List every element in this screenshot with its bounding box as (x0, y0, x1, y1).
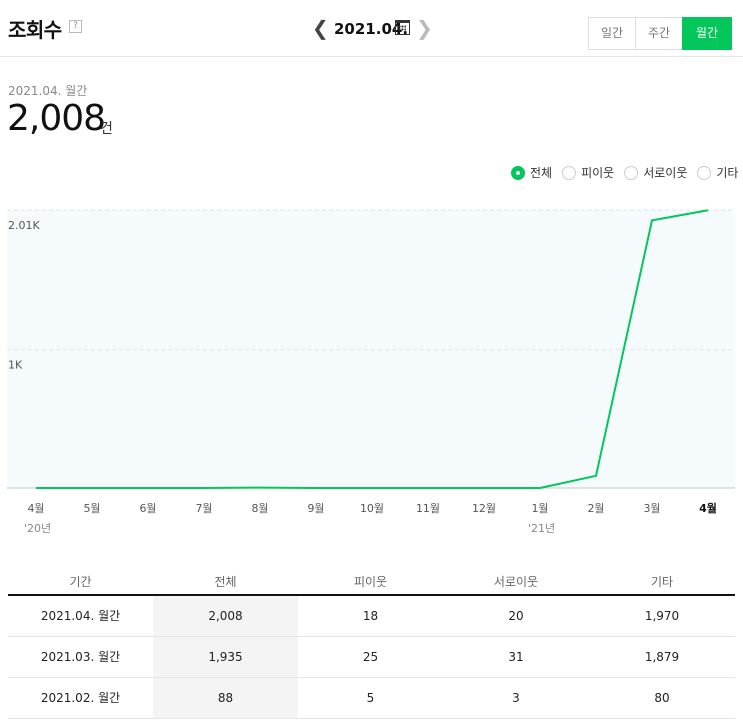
x-tick-label: 11월 (416, 502, 440, 515)
cell-other: 1,970 (644, 609, 680, 623)
series-filter: 전체 피이웃 서로이웃 기타 (511, 164, 738, 181)
x-tick-label: 3월 (643, 502, 660, 515)
y-tick-label: 1K (8, 359, 23, 372)
x-tick-label: 10월 (360, 502, 384, 515)
header-total: 전체 (214, 575, 237, 589)
summary-period-label: 2021.04. 월간 (8, 84, 88, 98)
header: 조회수 ? ❮ 2021.04. ❯ 일간 주간 월간 (0, 0, 743, 57)
x-tick-label: 1월 (531, 502, 548, 515)
x-tick-label: 6월 (139, 502, 156, 515)
filter-label: 전체 (530, 166, 553, 180)
period-tabs: 일간 주간 월간 (588, 17, 732, 50)
filter-all[interactable]: 전체 (511, 164, 552, 181)
cell-period: 2021.02. 월간 (40, 691, 121, 705)
cell-other: 1,879 (644, 650, 680, 664)
y-tick-label: 2.01K (8, 219, 40, 232)
x-tick-label: 4월 (699, 501, 717, 515)
series-line (36, 209, 709, 489)
tab-monthly[interactable]: 월간 (682, 17, 732, 50)
filter-label: 기타 (716, 166, 739, 180)
x-tick-label: 5월 (83, 502, 100, 515)
cell-mutual-neighbors: 20 (508, 609, 524, 623)
views-line-chart: 1K 2.01K 4월 5월 6월 7월 8월 9월 10월 11월 12월 1월 2월 3월 4월 '20년… (7, 209, 735, 535)
x-tick-label: 12월 (472, 502, 496, 515)
table-header: 기간 전체 피이웃 서로이웃 기타 (8, 568, 735, 596)
header-neighbors: 피이웃 (353, 575, 388, 589)
x-tick-label: 8월 (251, 502, 268, 515)
table-row: 2021.04. 월간 2,008 18 20 1,970 (8, 596, 735, 637)
x-year-label: '21년 (528, 522, 555, 535)
x-tick-label: 4월 (27, 502, 44, 515)
calendar-icon[interactable] (395, 20, 410, 35)
cell-neighbors: 25 (362, 650, 379, 664)
header-other: 기타 (650, 575, 674, 589)
cell-total: 1,935 (153, 637, 298, 677)
cell-other: 80 (654, 691, 670, 705)
filter-neighbors[interactable]: 피이웃 (562, 164, 614, 181)
cell-period: 2021.03. 월간 (40, 650, 121, 664)
cell-mutual-neighbors: 3 (512, 691, 520, 705)
current-date-label: 2021.04. (334, 20, 409, 38)
x-tick-label: 2월 (587, 502, 604, 515)
header-period: 기간 (69, 575, 92, 589)
cell-neighbors: 5 (366, 691, 375, 705)
radio-icon (562, 165, 577, 180)
x-year-label: '20년 (24, 522, 51, 535)
radio-icon (624, 165, 639, 180)
table-row: 2021.02. 월간 88 5 3 80 (8, 678, 735, 719)
cell-neighbors: 18 (362, 609, 379, 623)
filter-label: 피이웃 (581, 166, 615, 180)
filter-other[interactable]: 기타 (697, 164, 738, 181)
cell-period: 2021.04. 월간 (40, 609, 121, 623)
x-tick-label: 9월 (307, 502, 324, 515)
tab-weekly[interactable]: 주간 (635, 17, 683, 50)
plot-area (7, 210, 735, 488)
chevron-right-icon[interactable]: ❯ (416, 16, 433, 40)
radio-icon (697, 165, 712, 180)
radio-icon (511, 165, 525, 180)
tab-daily[interactable]: 일간 (588, 17, 636, 50)
filter-mutual-neighbors[interactable]: 서로이웃 (624, 164, 687, 181)
filter-label: 서로이웃 (643, 166, 688, 180)
page-title: 조회수 (8, 18, 62, 42)
table-row: 2021.03. 월간 1,935 25 31 1,879 (8, 637, 735, 678)
cell-mutual-neighbors: 31 (508, 650, 524, 664)
stats-table: 기간 전체 피이웃 서로이웃 기타 2021.04. 월간 2,008 18 2… (8, 568, 735, 719)
x-tick-label: 7월 (195, 502, 212, 515)
help-icon[interactable]: ? (69, 20, 82, 33)
cell-total: 2,008 (153, 596, 298, 636)
summary-total-value: 2,008 (7, 98, 106, 139)
header-mutual-neighbors: 서로이웃 (493, 575, 539, 589)
chevron-left-icon[interactable]: ❮ (312, 16, 329, 40)
cell-total: 88 (153, 678, 298, 718)
summary-unit: 건 (100, 121, 113, 137)
